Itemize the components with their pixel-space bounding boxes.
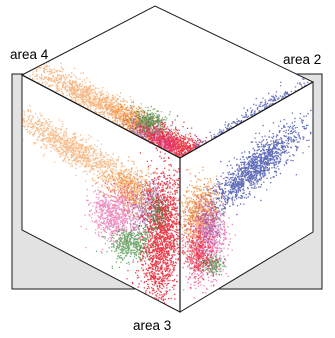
scatter-right-face <box>180 109 313 303</box>
scatter-cluster <box>180 166 226 271</box>
scatter-cluster <box>126 138 180 312</box>
label-area-3: area 3 <box>133 318 171 333</box>
scatter-cluster <box>129 105 177 137</box>
scatter-cluster <box>96 224 156 269</box>
label-area-2: area 2 <box>283 52 321 67</box>
scatter-cluster <box>80 180 146 252</box>
scatter-cluster <box>127 164 176 239</box>
label-area-4: area 4 <box>10 47 49 62</box>
scatter-cluster <box>146 127 189 157</box>
scatter-left-face <box>22 92 180 312</box>
scatter-cluster <box>91 156 169 222</box>
scatter-cluster <box>144 188 172 237</box>
scatter-cluster <box>193 200 225 254</box>
scatter-cluster <box>96 93 200 158</box>
scatter-cluster <box>180 220 218 303</box>
cube-edge-center-right <box>179 81 314 159</box>
scatter-cluster <box>195 249 227 276</box>
scatter-cluster <box>180 109 313 260</box>
cube-edge-center-left <box>21 74 181 159</box>
